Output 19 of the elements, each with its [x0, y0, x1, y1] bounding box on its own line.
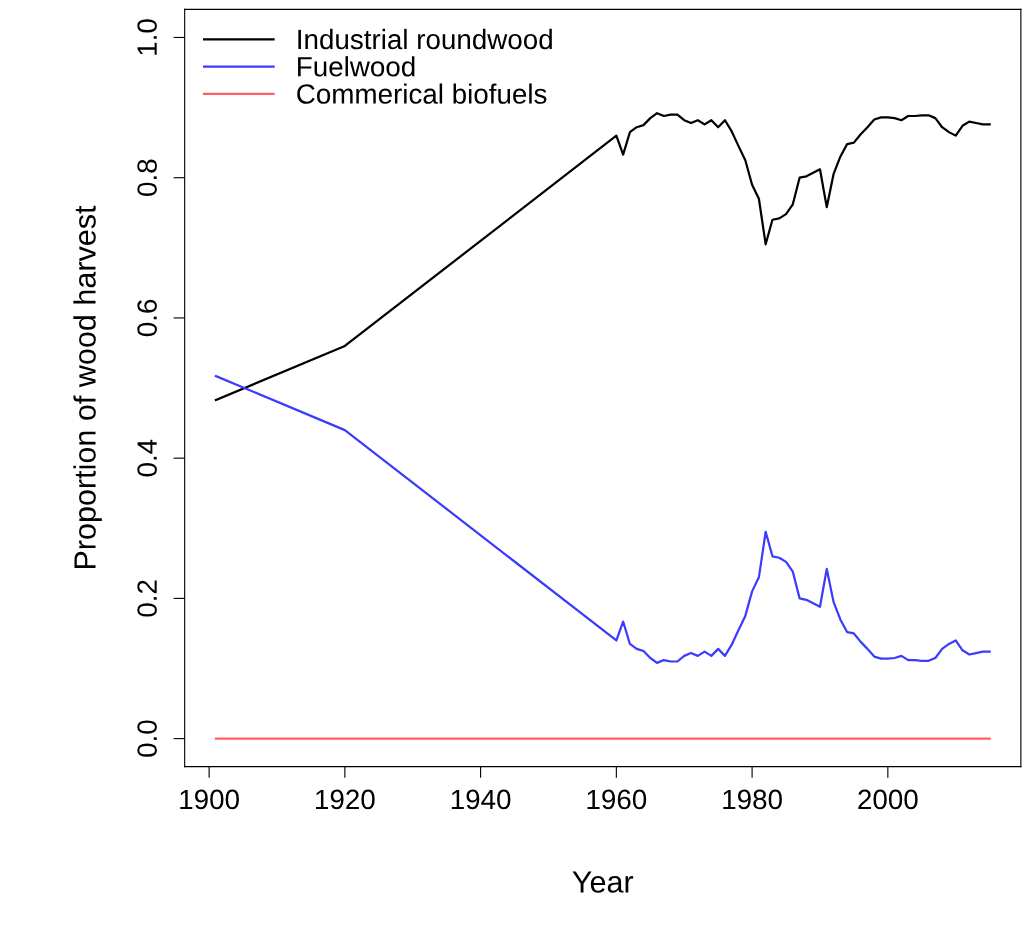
legend-label: Industrial roundwood: [298, 28, 552, 50]
y-tick-label: 0.0: [137, 720, 157, 757]
line-series: [214, 375, 991, 664]
x-tick-label: 1980: [723, 789, 782, 810]
y-tick-label: 1.0: [137, 19, 157, 55]
x-tick-label: 2000: [858, 789, 918, 810]
legend-label: Commerical biofuels: [297, 83, 547, 104]
x-tick-label: 1940: [451, 789, 511, 810]
y-tick-label: 0.4: [137, 439, 157, 477]
x-axis-title: Year: [572, 871, 634, 893]
legend-label: Fuelwood: [298, 56, 415, 77]
x-tick-label: 1920: [316, 789, 375, 810]
y-tick-label: 0.2: [137, 580, 157, 617]
line-series: [214, 112, 991, 402]
x-tick-label: 1960: [587, 789, 647, 810]
y-tick-label: 0.6: [137, 299, 157, 337]
y-tick-label: 0.8: [137, 159, 157, 196]
x-tick-label: 1900: [180, 789, 239, 810]
y-axis-title: Proportion of wood harvest: [73, 205, 102, 569]
